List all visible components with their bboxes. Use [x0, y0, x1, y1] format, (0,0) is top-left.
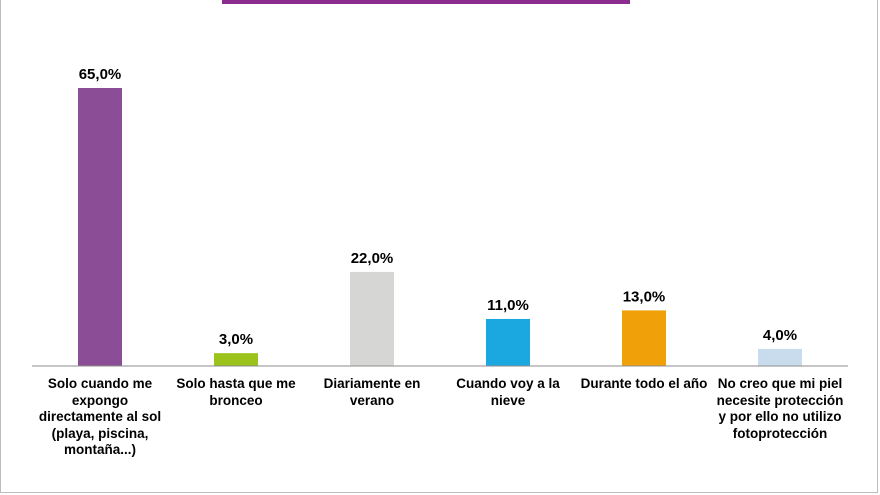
bar-3 — [350, 271, 394, 366]
value-label-6: 4,0% — [763, 327, 797, 344]
value-label-4: 11,0% — [487, 297, 529, 314]
value-label-2: 3,0% — [219, 331, 253, 348]
bar-4 — [486, 318, 530, 366]
value-label-5: 13,0% — [623, 288, 666, 305]
category-label-5: Durante todo el año — [580, 376, 708, 391]
bar-1 — [78, 88, 122, 366]
bar-2 — [214, 353, 258, 366]
title-fragment — [222, 0, 630, 4]
bar-6 — [758, 348, 802, 366]
category-label-6: No creo que mi piel necesite protección … — [716, 376, 844, 441]
category-label-3: Diariamente en verano — [323, 376, 421, 408]
category-label-2: Solo hasta que me bronceo — [176, 376, 296, 408]
value-label-3: 22,0% — [351, 250, 394, 267]
category-label-4: Cuando voy a la nieve — [456, 376, 560, 408]
value-label-1: 65,0% — [79, 66, 122, 83]
category-label-1: Solo cuando me expongo directamente al s… — [38, 376, 162, 457]
bar-5 — [622, 310, 666, 366]
